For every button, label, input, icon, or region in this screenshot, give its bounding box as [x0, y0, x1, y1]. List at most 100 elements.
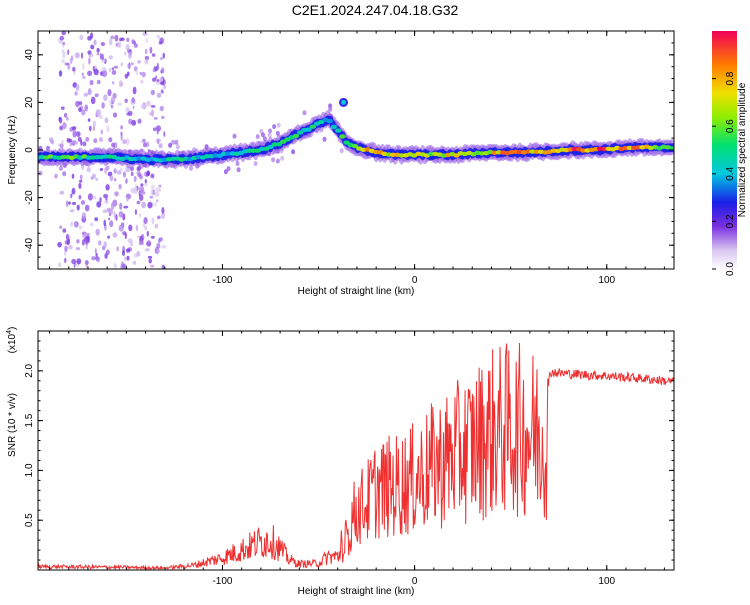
- ridge-core: [296, 130, 304, 135]
- noise-speck: [75, 247, 81, 251]
- noise-speck: [68, 201, 71, 205]
- noise-speck: [105, 249, 110, 256]
- noise-speck: [90, 222, 94, 227]
- noise-speck: [132, 105, 135, 110]
- noise-speck: [84, 204, 90, 212]
- noise-speck: [119, 202, 123, 210]
- noise-speck: [82, 141, 87, 147]
- noise-speck: [112, 232, 118, 238]
- noise-speck: [115, 214, 118, 221]
- noise-speck: [103, 219, 106, 227]
- noise-speck: [71, 187, 76, 195]
- noise-speck: [121, 37, 125, 41]
- noise-speck: [161, 245, 167, 249]
- noise-speck: [171, 139, 175, 145]
- noise-speck: [144, 55, 150, 61]
- noise-speck: [236, 167, 241, 173]
- noise-speck: [68, 244, 73, 250]
- noise-speck: [98, 240, 102, 246]
- noise-speck: [110, 202, 115, 210]
- noise-speck: [62, 171, 67, 177]
- noise-speck: [72, 139, 77, 145]
- noise-speck: [95, 228, 100, 236]
- colorbar-label: Normalized spectral amplitude: [737, 82, 748, 217]
- noise-speck: [151, 109, 154, 117]
- noise-speck: [155, 199, 159, 203]
- noise-speck: [102, 69, 108, 78]
- noise-speck: [87, 70, 93, 77]
- ridge-core: [305, 127, 312, 132]
- noise-speck: [71, 202, 77, 205]
- noise-speck: [59, 125, 64, 131]
- noise-speck: [64, 62, 70, 66]
- noise-speck: [105, 165, 110, 171]
- noise-speck: [158, 77, 164, 83]
- noise-speck: [139, 71, 142, 75]
- noise-speck: [135, 224, 139, 232]
- noise-speck: [168, 142, 173, 148]
- noise-speck: [61, 49, 65, 53]
- noise-speck: [152, 127, 157, 131]
- noise-speck: [100, 41, 106, 47]
- ridge-core: [275, 142, 283, 147]
- noise-speck: [108, 217, 111, 221]
- noise-speck: [106, 125, 110, 133]
- noise-speck: [142, 142, 147, 148]
- noise-speck: [125, 138, 130, 146]
- y-tick-label: 0: [24, 147, 35, 153]
- x-tick-label: 0: [412, 275, 418, 286]
- colorbar-tick-label: 0.0: [725, 262, 736, 276]
- noise-speck: [235, 161, 240, 167]
- noise-speck: [57, 241, 62, 248]
- noise-speck: [113, 262, 117, 269]
- noise-speck: [107, 235, 110, 239]
- y-tick-label: 20: [24, 96, 35, 108]
- noise-speck: [99, 53, 103, 60]
- noise-speck: [126, 255, 130, 261]
- noise-speck: [149, 46, 153, 54]
- noise-speck: [66, 238, 71, 246]
- ridge-core: [326, 118, 333, 124]
- noise-speck: [75, 100, 80, 108]
- noise-speck: [81, 72, 85, 77]
- noise-speck: [144, 179, 147, 184]
- noise-speck: [101, 67, 107, 71]
- noise-speck: [72, 130, 77, 138]
- noise-speck: [141, 71, 146, 78]
- ridge-core: [343, 140, 350, 145]
- snr-series-line: [38, 342, 674, 570]
- noise-speck: [103, 241, 107, 249]
- noise-speck: [175, 144, 180, 150]
- noise-speck: [58, 117, 63, 124]
- noise-speck: [163, 85, 166, 90]
- noise-speck: [150, 173, 155, 179]
- noise-speck: [114, 191, 119, 197]
- spectrogram-x-axis-label: Height of straight line (km): [298, 286, 415, 297]
- colorbar-tick-label: 0.8: [725, 71, 736, 85]
- noise-speck: [147, 255, 153, 259]
- noise-speck: [119, 167, 123, 173]
- noise-speck: [133, 43, 138, 48]
- noise-speck: [146, 240, 152, 247]
- noise-speck: [70, 221, 73, 227]
- snr-scale-close: ): [7, 327, 18, 330]
- noise-speck: [104, 117, 109, 124]
- noise-speck: [140, 104, 145, 109]
- noise-speck: [132, 260, 137, 265]
- noise-speck: [154, 223, 159, 229]
- noise-speck: [95, 252, 98, 258]
- noise-speck: [125, 248, 131, 253]
- noise-speck: [116, 246, 119, 252]
- noise-speck: [111, 96, 116, 103]
- ridge-core: [351, 143, 359, 149]
- noise-speck: [151, 188, 153, 196]
- noise-speck: [58, 262, 62, 267]
- noise-speck: [74, 52, 80, 59]
- noise-speck: [61, 140, 64, 144]
- noise-speck: [62, 41, 66, 46]
- noise-speck: [137, 60, 141, 64]
- noise-speck: [111, 81, 115, 85]
- noise-speck: [59, 225, 63, 229]
- noise-speck: [78, 182, 82, 189]
